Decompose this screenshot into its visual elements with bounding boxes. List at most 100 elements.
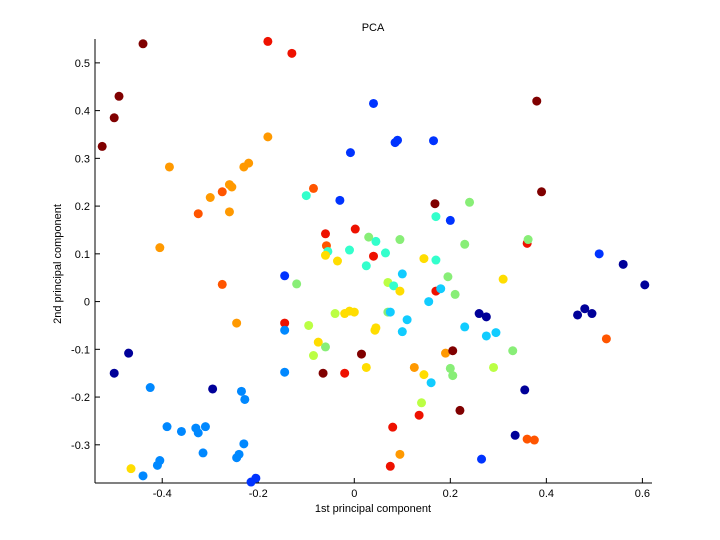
scatter-point: [481, 312, 491, 322]
scatter-point: [240, 394, 250, 404]
scatter-point: [205, 193, 215, 203]
scatter-point: [280, 367, 290, 377]
scatter-point: [301, 191, 311, 201]
x-tick-label: 0.6: [635, 488, 650, 500]
scatter-point: [114, 91, 124, 101]
scatter-point: [109, 368, 119, 378]
scatter-point: [573, 310, 583, 320]
scatter-point: [155, 243, 165, 253]
chart-title: PCA: [362, 22, 385, 34]
scatter-point: [193, 209, 203, 219]
scatter-point: [532, 96, 542, 106]
axes: [94, 39, 652, 484]
scatter-point: [236, 386, 246, 396]
scatter-point: [587, 309, 597, 319]
y-tick-label: 0.5: [75, 58, 90, 70]
scatter-point: [414, 410, 424, 420]
scatter-point: [369, 251, 378, 261]
scatter-point: [445, 363, 455, 373]
scatter-point: [246, 477, 256, 487]
scatter-point: [280, 318, 290, 328]
y-tick-label: 0: [84, 297, 90, 309]
scatter-point: [335, 195, 345, 205]
scatter-point: [402, 315, 412, 325]
scatter-point: [409, 362, 419, 372]
scatter-point: [370, 325, 380, 335]
scatter-point: [419, 254, 429, 264]
scatter-point: [510, 430, 520, 440]
scatter-point: [308, 183, 318, 193]
scatter-point: [417, 398, 427, 408]
scatter-point: [397, 327, 407, 337]
y-axis-label: 2nd principal component: [52, 204, 64, 324]
scatter-point: [109, 113, 119, 123]
scatter-point: [481, 331, 491, 341]
scatter-point: [443, 272, 453, 282]
scatter-point: [124, 348, 134, 358]
scatter-point: [448, 346, 458, 356]
scatter-point: [529, 435, 539, 445]
scatter-point: [292, 279, 302, 289]
scatter-point: [318, 368, 328, 378]
y-ticks: -0.3 -0.2 -0.1 0 0.1 0.2 0.3 0.4 0.5: [71, 58, 100, 452]
scatter-point: [393, 135, 403, 145]
scatter-point: [126, 464, 136, 474]
scatter-point: [280, 271, 290, 281]
scatter-point: [164, 162, 174, 172]
scatter-point: [320, 342, 330, 352]
scatter-point: [280, 325, 290, 335]
x-tick-label: -0.4: [153, 488, 172, 500]
scatter-point: [232, 318, 242, 328]
scatter-point: [489, 362, 499, 372]
x-axis-label: 1st principal component: [315, 503, 431, 515]
scatter-point: [313, 337, 323, 347]
scatter-point: [364, 232, 374, 242]
scatter-point: [350, 224, 360, 234]
scatter-point: [388, 422, 398, 432]
scatter-point: [395, 235, 405, 245]
y-tick-label: 0.2: [75, 201, 90, 213]
scatter-point: [227, 182, 237, 192]
scatter-point: [431, 212, 441, 222]
scatter-point: [477, 454, 487, 464]
y-tick-label: -0.2: [71, 392, 90, 404]
scatter-point: [397, 269, 407, 279]
scatter-point: [508, 346, 518, 356]
scatter-point: [431, 255, 441, 265]
scatter-point: [208, 384, 218, 394]
scatter-point: [395, 286, 405, 296]
scatter-point: [537, 187, 547, 197]
scatter-point: [340, 368, 350, 378]
scatter-point: [138, 471, 148, 481]
scatter-point: [239, 439, 249, 449]
scatter-point: [381, 248, 391, 258]
scatter-point: [224, 207, 234, 217]
scatter-point: [176, 426, 186, 436]
scatter-point: [361, 261, 371, 271]
scatter-point: [436, 284, 446, 294]
scatter-point: [465, 197, 475, 207]
scatter-point: [385, 461, 395, 471]
scatter-point: [263, 132, 273, 142]
scatter-point: [424, 297, 434, 307]
scatter-point: [145, 383, 155, 393]
scatter-point: [448, 371, 458, 381]
scatter-point: [426, 378, 436, 388]
scatter-point: [320, 229, 330, 239]
scatter-point: [601, 334, 611, 344]
scatter-point: [152, 460, 162, 470]
scatter-point: [640, 280, 650, 290]
scatter-point: [308, 351, 318, 361]
scatter-point: [332, 256, 342, 266]
data-points: [97, 36, 650, 487]
scatter-point: [460, 322, 470, 332]
scatter-point: [162, 422, 172, 432]
scatter-point: [304, 320, 314, 330]
scatter-point: [200, 422, 210, 432]
scatter-point: [618, 259, 628, 269]
scatter-point: [369, 98, 378, 108]
scatter-point: [217, 279, 227, 289]
scatter-point: [287, 48, 297, 58]
